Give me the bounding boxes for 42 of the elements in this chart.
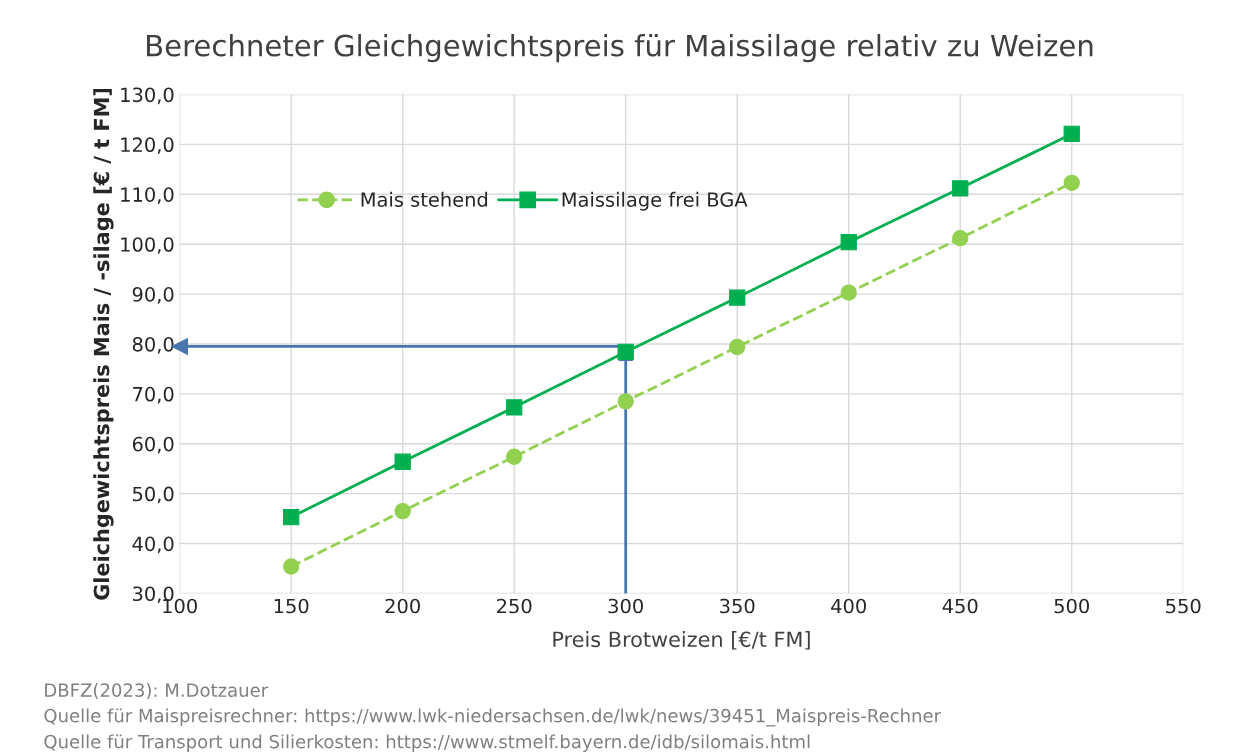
y-tick-label: 110,0 [121,187,174,204]
source-note: Quelle für Transport und Silierkosten: https://www.stmelf.bayern.de/idb/silomais.html [44,734,810,752]
y-tick-label: 70,0 [133,386,174,404]
point [1063,125,1080,143]
point [394,502,411,520]
x-tick-label: 350 [720,598,755,614]
y-tick-label: 120,0 [121,137,174,155]
point [283,508,300,526]
y-tick-label: 50,0 [133,486,174,504]
x-tick-label: 150 [274,598,309,614]
point [506,399,523,416]
y-tick-label: 60,0 [132,436,174,454]
point [840,234,857,251]
legend-label: Mais stehend [361,191,488,207]
y-axis-title: Gleichgewichtspreis Mais / -silage [€ / t FM] [93,88,114,600]
y-tick-label: 100,0 [121,237,174,254]
text: DBFZ(2023): M.Dotzauer [45,683,269,700]
point [952,230,969,247]
point [617,393,634,410]
x-tick-label: 200 [385,598,420,614]
point [952,180,969,197]
x-tick-label: 500 [1054,598,1089,614]
point [283,558,300,575]
x-tick-label: 550 [1166,598,1201,614]
point [729,338,746,356]
point [1063,174,1080,191]
point [506,448,523,465]
chart-title: Berechneter Gleichgewichtspreis für Maissilage relativ zu Weizen [147,34,1093,63]
x-tick-label: 300 [608,598,643,614]
point [729,289,746,306]
y-tick-label: 90,0 [132,287,174,304]
y-tick-label: 130,0 [121,87,174,105]
y-tick-label: 40,0 [132,536,174,554]
legend-label: Maissilage frei BGA [562,191,748,211]
source-note: Quelle für Maispreisrechner: https://www.lwk-niedersachsen.de/lwk/news/39451_Maispreis-Rechner [44,708,942,727]
x-tick-label: 250 [497,598,532,614]
x-axis-title: Preis Brotweizen [€/t FM] [553,631,810,650]
x-tick-label: 400 [831,598,866,614]
y-tick-label: 80,0 [132,336,174,354]
x-tick-label: 450 [942,598,978,614]
point [840,284,857,301]
point [394,453,411,470]
